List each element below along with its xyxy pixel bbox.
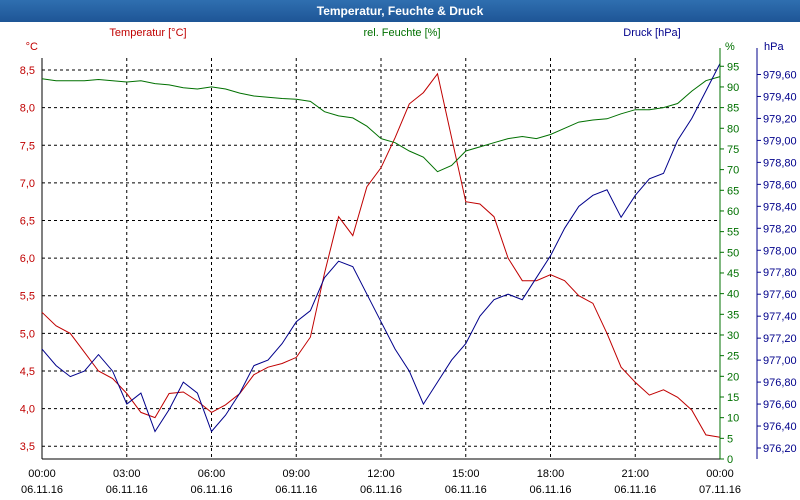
pressure-legend: Druck [hPa] (623, 27, 680, 39)
date-tick-label: 06.11.16 (445, 484, 487, 496)
date-tick-label: 06.11.16 (106, 484, 148, 496)
pressure-tick-label: 979,60 (763, 69, 797, 81)
temperature-tick-label: 7,0 (20, 178, 35, 190)
humidity-tick-label: 50 (727, 247, 739, 259)
humidity-tick-label: 40 (727, 289, 739, 301)
date-tick-label: 06.11.16 (360, 484, 402, 496)
temperature-tick-label: 5,0 (20, 328, 35, 340)
time-tick-label: 00:00 (28, 468, 56, 480)
series-line-humidity (41, 76, 721, 173)
date-tick-label: 06.11.16 (275, 484, 317, 496)
pressure-tick-label: 977,80 (763, 267, 797, 279)
humidity-tick-label: 70 (727, 165, 739, 177)
pressure-tick-label: 979,20 (763, 113, 797, 125)
humidity-tick-label: 10 (727, 413, 739, 425)
time-tick-label: 03:00 (113, 468, 141, 480)
pressure-tick-label: 978,40 (763, 201, 797, 213)
grid (41, 58, 721, 460)
temperature-tick-label: 3,5 (20, 441, 35, 453)
pressure-tick-label: 976,60 (763, 399, 797, 411)
temperature-tick-label: 4,5 (20, 366, 35, 378)
time-tick-label: 09:00 (282, 468, 310, 480)
humidity-tick-label: 0 (727, 454, 733, 466)
temperature-tick-label: 6,5 (20, 216, 35, 228)
pressure-tick-label: 978,00 (763, 245, 797, 257)
pressure-tick-label: 978,60 (763, 179, 797, 191)
humidity-tick-label: 35 (727, 309, 739, 321)
date-tick-label: 06.11.16 (529, 484, 571, 496)
humidity-tick-label: 65 (727, 185, 739, 197)
humidity-tick-label: 25 (727, 351, 739, 363)
temperature-tick-label: 8,5 (20, 65, 35, 77)
time-axis: 00:00 06.11.16 03:00 06.11.16 06:00 06.11.16 0… (21, 468, 741, 496)
date-tick-label: 06.11.16 (21, 484, 63, 496)
time-tick-label: 06:00 (198, 468, 226, 480)
pressure-tick-label: 976,20 (763, 443, 797, 455)
pressure-tick-label: 977,60 (763, 289, 797, 301)
humidity-tick-label: 45 (727, 268, 739, 280)
humidity-tick-label: 20 (727, 371, 739, 383)
window-title: Temperatur, Feuchte & Druck (0, 0, 800, 22)
humidity-tick-label: 30 (727, 330, 739, 342)
pressure-tick-label: 979,40 (763, 91, 797, 103)
humidity-tick-label: 75 (727, 144, 739, 156)
temperature-axis: 3,5 4,0 4,5 5,0 5,5 6,0 6,5 7,0 7,5 8,0 8,5 (20, 65, 35, 453)
temperature-tick-label: 8,0 (20, 103, 35, 115)
pressure-tick-label: 977,20 (763, 333, 797, 345)
temperature-legend: Temperatur [°C] (109, 27, 186, 39)
humidity-tick-label: 60 (727, 206, 739, 218)
humidity-legend: rel. Feuchte [%] (363, 27, 440, 39)
time-tick-label: 00:00 (706, 468, 734, 480)
date-tick-label: 06.11.16 (190, 484, 232, 496)
date-tick-label: 06.11.16 (614, 484, 656, 496)
humidity-tick-label: 80 (727, 123, 739, 135)
time-tick-label: 21:00 (621, 468, 649, 480)
humidity-tick-label: 15 (727, 392, 739, 404)
date-tick-label: 07.11.16 (699, 484, 741, 496)
series-line-temperature (41, 72, 721, 438)
humidity-tick-label: 5 (727, 433, 733, 445)
temperature-tick-label: 5,5 (20, 291, 35, 303)
time-tick-label: 15:00 (452, 468, 480, 480)
humidity-tick-label: 95 (727, 61, 739, 73)
pressure-tick-label: 978,80 (763, 157, 797, 169)
pressure-axis: 976,20 976,40 976,60 976,80 977,00 977,20 977,… (756, 48, 797, 459)
pressure-tick-label: 978,20 (763, 223, 797, 235)
humidity-unit: % (725, 41, 735, 53)
legends: Temperatur [°C] rel. Feuchte [%] Druck [… (26, 27, 785, 53)
humidity-tick-label: 55 (727, 227, 739, 239)
pressure-tick-label: 976,40 (763, 421, 797, 433)
series-line-pressure (41, 63, 721, 433)
temperature-tick-label: 6,0 (20, 253, 35, 265)
temperature-tick-label: 4,0 (20, 404, 35, 416)
temperature-tick-label: 7,5 (20, 140, 35, 152)
pressure-tick-label: 977,00 (763, 355, 797, 367)
pressure-unit: hPa (764, 41, 784, 53)
time-tick-label: 18:00 (537, 468, 565, 480)
humidity-tick-label: 85 (727, 103, 739, 115)
humidity-tick-label: 90 (727, 82, 739, 94)
series-lines (41, 63, 721, 438)
pressure-tick-label: 976,80 (763, 377, 797, 389)
pressure-tick-label: 977,40 (763, 311, 797, 323)
humidity-axis: 0 5 10 15 20 25 30 35 40 45 50 55 60 65 70 75 80 85 90 95 (719, 48, 739, 466)
pressure-tick-label: 979,00 (763, 135, 797, 147)
chart: 3,5 4,0 4,5 5,0 5,5 6,0 6,5 7,0 7,5 8,0 8,5 0 5 10 15… (20, 27, 797, 496)
temperature-unit: °C (26, 41, 38, 53)
time-tick-label: 12:00 (367, 468, 395, 480)
